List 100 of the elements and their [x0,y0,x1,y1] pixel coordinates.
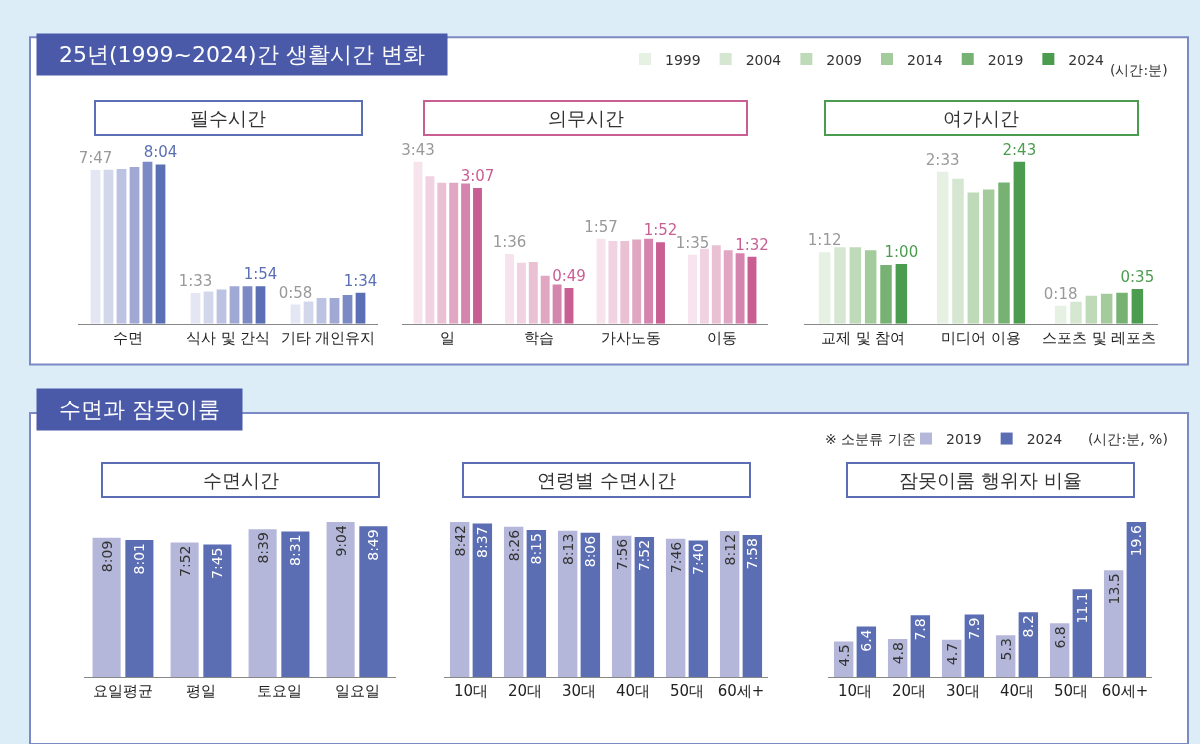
bar [425,176,435,324]
data-label: 7:52 [636,539,653,572]
bar [1070,301,1082,324]
bar [125,539,154,678]
bar [461,183,471,324]
bar [711,245,721,324]
data-label: 1:34 [343,271,378,290]
bar [552,284,562,324]
data-label: 8:09 [98,540,115,573]
legend-label: 2009 [826,51,862,68]
bar [818,252,831,324]
data-label: 7:52 [176,545,193,577]
bar [699,248,709,324]
bar [936,171,949,324]
bar [90,169,101,324]
data-label: 19.6 [1128,525,1145,557]
x-tick-label: 일 [440,328,456,347]
data-label: 0:58 [278,283,313,302]
x-tick-label: 30대 [561,682,597,701]
chart-title: 연령별 수면시간 [525,469,689,491]
bar [326,522,355,678]
bar [142,161,153,324]
text: (시간:분, %) [1088,431,1168,447]
data-label: 1:57 [584,217,618,236]
data-label: 11.1 [1074,592,1091,624]
chart-title: 잠못이룸 행위자 비율 [887,469,1095,491]
bar [1085,295,1098,324]
bar [952,178,964,324]
bar [1131,288,1144,324]
bar [634,536,655,678]
x-tick-label: 토요일 [256,682,302,701]
data-label: 1:00 [884,243,919,262]
bar [216,289,227,324]
data-label: 7:45 [209,547,226,579]
bar [281,531,310,678]
data-label: 1:32 [735,235,769,254]
bar [688,540,709,678]
bar [229,286,240,324]
data-label: 6.4 [858,629,875,652]
bar [1054,305,1067,324]
bar [742,535,763,678]
bar [723,250,733,324]
text: ※ 소분류 기준 [825,431,916,447]
x-tick-label: 기타 개인유지 [280,328,376,347]
x-tick-label: 20대 [507,682,543,701]
bar [255,286,266,324]
bar [190,293,201,324]
data-label: 0:35 [1120,267,1155,286]
x-tick-label: 미디어 이용 [941,328,1021,347]
x-tick-label: 40대 [999,682,1035,701]
legend-label: 2004 [745,51,782,68]
bar [1013,161,1026,324]
data-label: 8:37 [474,526,491,558]
bar [557,530,578,678]
bar [342,295,353,324]
data-label: 8:31 [287,534,304,566]
data-label: 8:01 [131,542,148,575]
x-tick-label: 50대 [669,682,705,701]
bar [242,286,253,324]
chart-title: 필수시간 [178,107,279,129]
bar [116,168,127,324]
data-label: 7:40 [690,543,707,575]
legend-label: 2019 [987,51,1024,68]
data-label: 7.8 [912,618,929,641]
bar [1126,522,1147,678]
x-tick-label: 40대 [615,682,651,701]
bar [1116,292,1128,324]
bar [505,253,514,324]
bar [1103,570,1124,678]
x-tick-label: 교제 및 참여 [820,328,906,347]
data-label: 8.2 [1020,615,1037,638]
data-label: 3:43 [401,140,435,159]
x-tick-label: 평일 [186,682,216,701]
bar [982,189,995,324]
data-label: 7:46 [667,541,684,574]
legend-label: 2024 [1026,431,1063,448]
x-tick-label: 일요일 [334,682,380,701]
bar [526,530,547,678]
bar [998,182,1010,324]
data-label: 8:13 [559,533,576,566]
x-tick-label: 10대 [453,682,489,701]
data-label: 8:15 [528,533,545,565]
chart-title: 여가시간 [931,107,1032,129]
bar [864,250,877,324]
data-label: 8:26 [505,529,522,562]
bar [437,182,447,324]
bar [644,238,654,324]
data-label: 1:36 [492,232,527,251]
bar [103,169,114,324]
x-tick-label: 수면 [113,328,143,347]
bar [611,535,632,678]
data-label: 8:42 [451,525,468,557]
x-tick-label: 20대 [891,682,927,701]
bar [329,297,340,324]
data-label: 1:33 [178,272,213,291]
data-label: 4.5 [835,644,852,667]
bar [608,240,618,324]
bar [316,297,327,324]
bar [656,242,665,324]
bar [203,544,232,678]
